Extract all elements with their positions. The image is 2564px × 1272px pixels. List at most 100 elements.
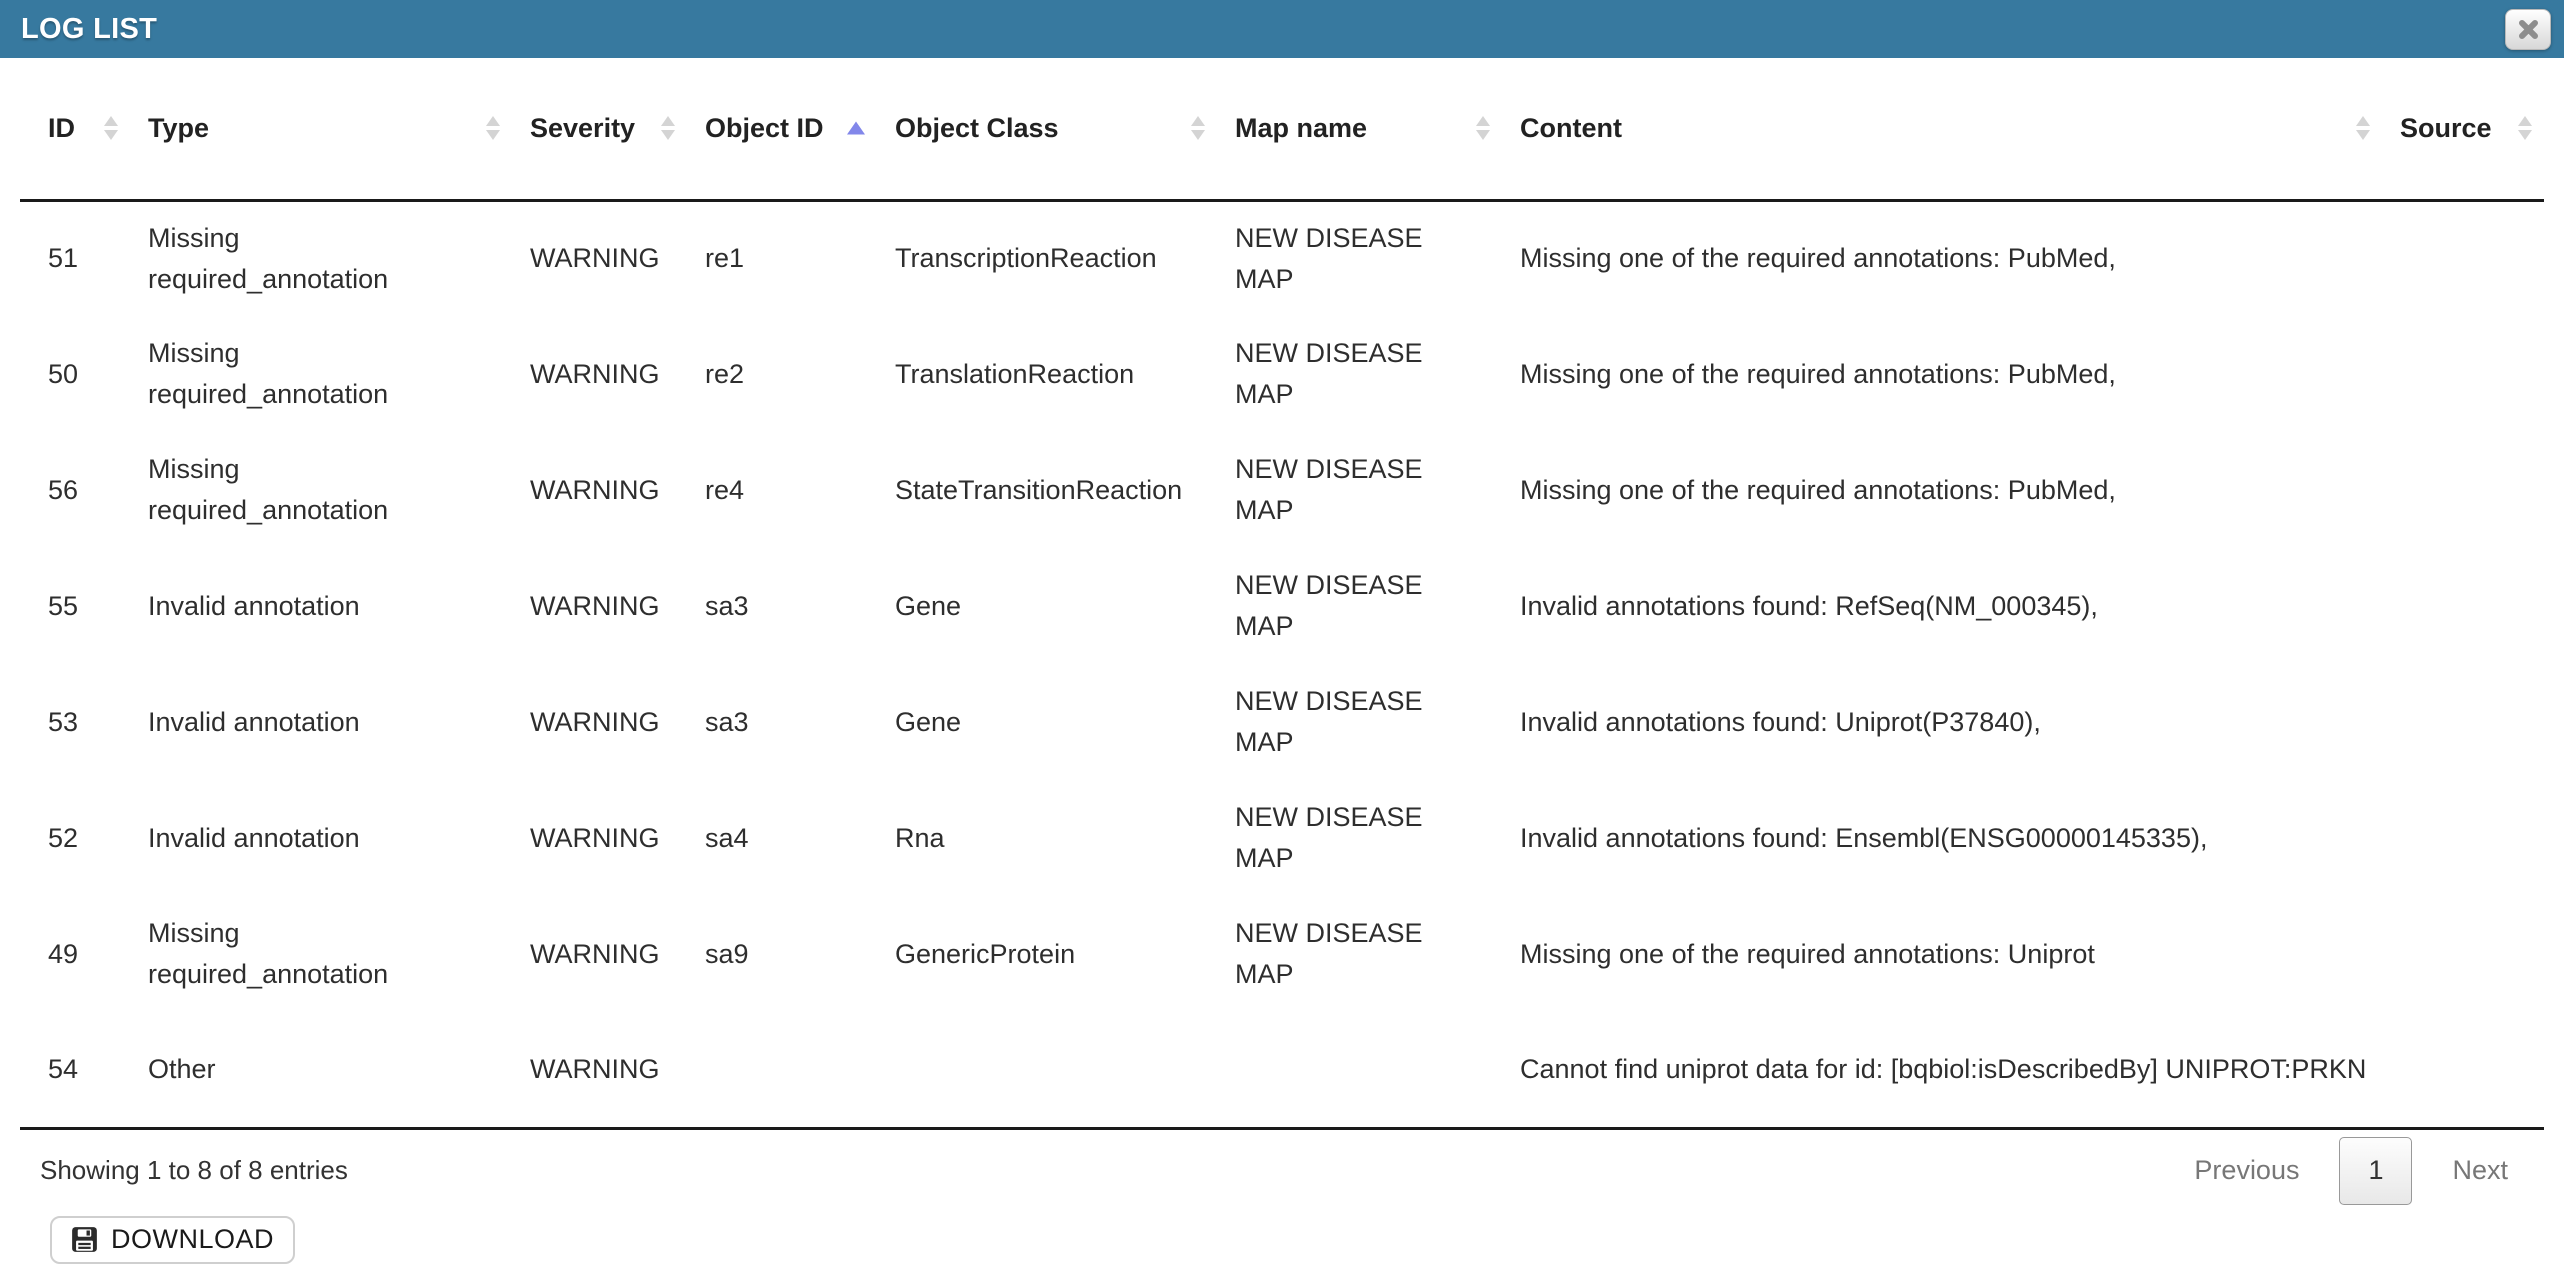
cell-type: Missing required_annotation [148,454,389,525]
column-header-object_class[interactable]: Object Class [895,58,1235,200]
cell-content: Missing one of the required annotations:… [1520,358,2116,389]
cell-content: Invalid annotations found: Uniprot(P3784… [1520,706,2041,737]
cell-id: 51 [48,243,79,274]
cell-content: Missing one of the required annotations:… [1520,938,2095,969]
sort-ascending-icon [847,121,865,135]
current-page-button[interactable]: 1 [2339,1136,2413,1205]
cell-map_name: NEW DISEASE MAP [1235,222,1423,294]
cell-source [2400,780,2544,896]
column-header-label: Object ID [705,113,824,144]
table-row: 51 Missing required_annotation WARNING re1 T… [20,200,2544,316]
column-header-label: Source [2400,113,2492,144]
sort-icon [2356,116,2370,141]
cell-object_class: StateTransitionReaction [895,474,1183,505]
cell-severity: WARNING [530,590,660,621]
cell-severity: WARNING [530,358,660,389]
cell-map_name: NEW DISEASE MAP [1235,918,1423,989]
column-header-label: Type [148,113,210,144]
cell-source [2400,316,2544,432]
cell-severity: WARNING [530,822,660,853]
column-header-type[interactable]: Type [148,58,530,200]
column-header-source[interactable]: Source [2400,58,2544,200]
cell-source [2400,200,2544,316]
sort-icon [104,116,118,141]
cell-type: Missing required_annotation [148,222,389,294]
table-row: 50 Missing required_annotation WARNING re2 T… [20,316,2544,432]
cell-type: Other [148,1053,216,1084]
cell-source [2400,664,2544,780]
cell-severity: WARNING [530,706,660,737]
cell-content: Missing one of the required annotations:… [1520,243,2116,274]
cell-type: Missing required_annotation [148,918,389,989]
cell-object_id: sa3 [705,590,749,621]
close-button[interactable] [2505,9,2551,50]
log-table-body: 51 Missing required_annotation WARNING re1 T… [20,200,2544,1128]
cell-severity: WARNING [530,243,660,274]
cell-source [2400,432,2544,548]
sort-icon [2518,116,2532,141]
cell-object_id: re1 [705,243,745,274]
cell-type: Invalid annotation [148,706,360,737]
cell-map_name: NEW DISEASE MAP [1235,570,1423,641]
showing-entries-text: Showing 1 to 8 of 8 entries [40,1155,348,1185]
column-header-map_name[interactable]: Map name [1235,58,1520,200]
cell-source [2400,1012,2544,1128]
cell-type: Missing required_annotation [148,338,389,409]
cell-object_id: sa9 [705,938,749,969]
cell-map_name: NEW DISEASE MAP [1235,454,1423,525]
cell-object_id: sa4 [705,822,749,853]
previous-page-button[interactable]: Previous [2194,1155,2300,1185]
cell-severity: WARNING [530,1053,660,1084]
log-table-area: ID Type Severity Object ID Object Class Map n… [20,58,2544,1264]
cell-map_name: NEW DISEASE MAP [1235,686,1423,757]
column-header-object_id[interactable]: Object ID [705,58,895,200]
sort-icon [661,116,675,141]
cell-map_name: NEW DISEASE MAP [1235,338,1423,409]
table-row: 52 Invalid annotation WARNING sa4 Rna NEW DIS… [20,780,2544,896]
column-header-label: Severity [530,113,636,144]
table-header-row: ID Type Severity Object ID Object Class Map n… [20,58,2544,200]
cell-object_id [705,1012,895,1128]
cell-id: 49 [48,938,79,969]
cell-severity: WARNING [530,474,660,505]
modal-titlebar: LOG LIST [0,0,2564,58]
cell-source [2400,896,2544,1012]
table-row: 53 Invalid annotation WARNING sa3 Gene NEW DI… [20,664,2544,780]
column-header-id[interactable]: ID [20,58,148,200]
close-icon [2518,20,2538,39]
download-button[interactable]: DOWNLOAD [50,1215,296,1264]
table-row: 49 Missing required_annotation WARNING sa9 G… [20,896,2544,1012]
log-table: ID Type Severity Object ID Object Class Map n… [20,58,2544,1130]
cell-content: Cannot find uniprot data for id: [bqbiol… [1520,1053,2367,1084]
cell-id: 52 [48,822,79,853]
modal-title: LOG LIST [21,12,158,45]
cell-object_class: TranscriptionReaction [895,243,1157,274]
column-header-label: Content [1520,113,1622,144]
table-row: 56 Missing required_annotation WARNING re4 S… [20,432,2544,548]
cell-object_class: GenericProtein [895,938,1076,969]
cell-object_class: TranslationReaction [895,358,1135,389]
cell-type: Invalid annotation [148,590,360,621]
cell-object_id: sa3 [705,706,749,737]
cell-content: Missing one of the required annotations:… [1520,474,2116,505]
cell-id: 53 [48,706,79,737]
table-row: 54 Other WARNING Cannot find uniprot data f… [20,1012,2544,1128]
cell-id: 54 [48,1053,79,1084]
column-header-label: ID [48,113,75,144]
column-header-severity[interactable]: Severity [530,58,705,200]
cell-severity: WARNING [530,938,660,969]
column-header-label: Object Class [895,113,1059,144]
table-footer: Showing 1 to 8 of 8 entries Previous 1 N… [40,1130,2524,1212]
sort-icon [486,116,500,141]
next-page-button[interactable]: Next [2452,1155,2508,1185]
cell-object_class: Gene [895,706,962,737]
cell-id: 55 [48,590,79,621]
cell-source [2400,548,2544,664]
column-header-content[interactable]: Content [1520,58,2400,200]
pagination: Previous 1 Next [2194,1136,2508,1205]
cell-object_id: re2 [705,358,745,389]
cell-object_id: re4 [705,474,745,505]
cell-map_name [1235,1012,1520,1128]
cell-content: Invalid annotations found: RefSeq(NM_000… [1520,590,2098,621]
